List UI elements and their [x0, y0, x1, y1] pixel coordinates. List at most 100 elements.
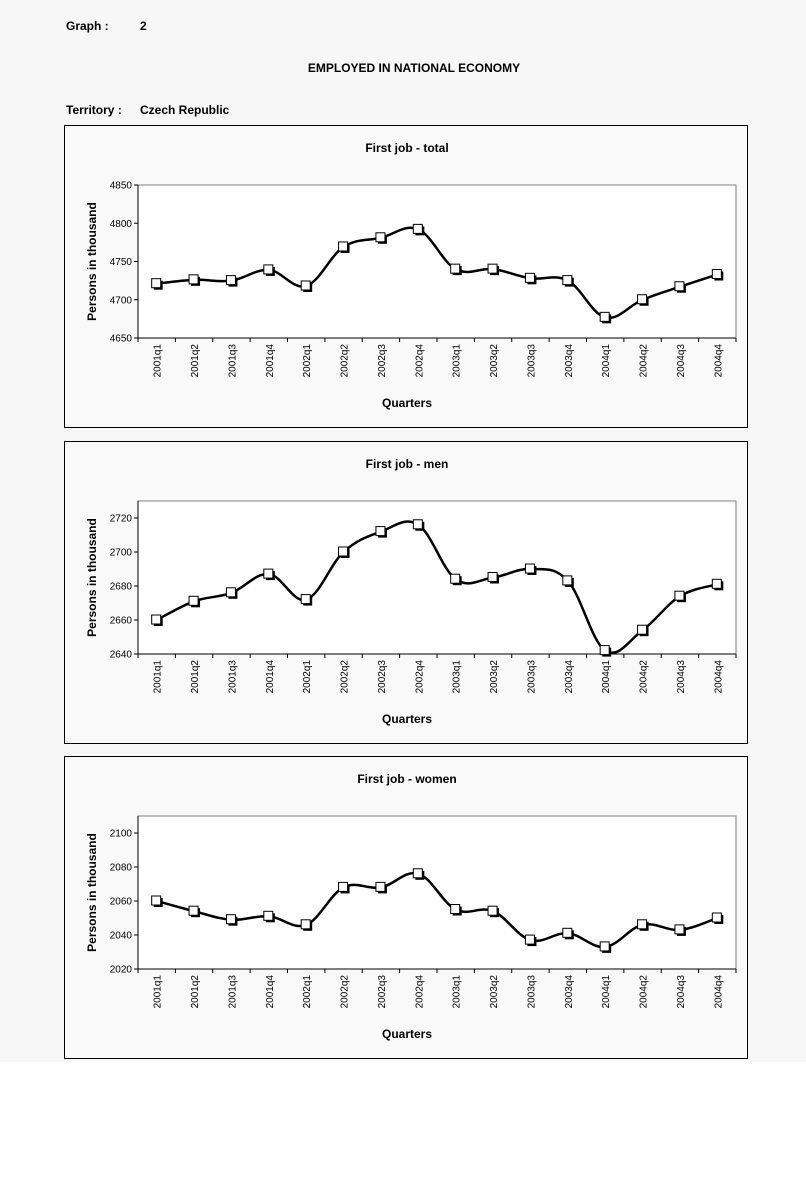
data-point — [151, 614, 163, 626]
marker — [300, 919, 311, 930]
data-point — [225, 275, 238, 287]
data-point — [412, 868, 425, 880]
y-tick-label: 2680 — [110, 582, 133, 593]
data-point — [412, 223, 425, 236]
x-tick-label: 2004q2 — [639, 660, 650, 694]
x-tick-label: 2002q3 — [377, 975, 388, 1009]
x-tick-label: 2002q2 — [340, 975, 351, 1009]
marker — [674, 924, 685, 935]
chart-total-svg: First job - total 4650 4700 4750 4800 4850 200… — [85, 141, 737, 410]
chart-panel-total: First job - total 4650 4700 4750 4800 4850 200… — [64, 125, 748, 428]
chart-title-total: First job - total — [365, 141, 448, 155]
x-axis-title: Quarters — [382, 396, 432, 410]
data-point — [562, 275, 574, 287]
x-tick-label: 2001q3 — [227, 660, 238, 694]
marker — [674, 281, 685, 292]
page-title: EMPLOYED IN NATIONAL ECONOMY — [307, 61, 521, 75]
x-tick-label: 2001q2 — [190, 975, 201, 1009]
marker — [637, 624, 648, 635]
marker — [188, 274, 199, 285]
y-tick-label: 2700 — [110, 548, 133, 559]
x-tick-label: 2004q4 — [713, 344, 724, 378]
marker — [524, 934, 535, 945]
data-point — [674, 590, 686, 603]
marker — [524, 563, 535, 574]
chart-title-women: First job - women — [357, 772, 456, 786]
data-point — [711, 578, 724, 591]
marker — [450, 263, 461, 274]
data-point — [338, 546, 350, 558]
marker — [188, 595, 199, 606]
x-tick-label: 2003q2 — [489, 344, 500, 378]
territory-label: Territory : — [66, 103, 122, 117]
chart-title-men: First job - men — [366, 457, 449, 471]
marker — [711, 912, 722, 923]
marker — [412, 223, 423, 234]
x-tick-label: 2004q3 — [676, 975, 687, 1009]
data-point — [637, 919, 649, 931]
x-tick-label: 2004q2 — [639, 344, 650, 378]
chart-panel-men: First job - men 2640 2660 2680 2700 2720 2001q… — [64, 441, 748, 744]
x-tick-label: 2001q1 — [153, 660, 164, 694]
x-tick-label: 2003q1 — [452, 344, 463, 378]
graph-label: Graph : — [66, 19, 109, 33]
data-point — [524, 272, 537, 285]
data-point — [151, 278, 163, 290]
x-tick-label: 2004q1 — [601, 660, 612, 694]
x-tick-label: 2001q4 — [265, 344, 276, 378]
data-point — [225, 914, 238, 926]
marker — [599, 941, 610, 952]
data-point — [487, 263, 500, 276]
marker — [711, 578, 722, 589]
y-axis-title: Persons in thousand — [85, 518, 99, 637]
data-point — [450, 263, 462, 276]
x-tick-label: 2002q4 — [414, 344, 425, 378]
marker — [487, 905, 498, 916]
data-point — [450, 573, 462, 586]
y-tick-label: 4850 — [110, 181, 133, 192]
territory-value: Czech Republic — [140, 103, 230, 117]
series-line-total — [156, 226, 718, 320]
data-point — [637, 624, 649, 637]
y-tick-label: 4650 — [110, 334, 133, 345]
y-tick-label: 2040 — [110, 931, 133, 942]
marker — [225, 587, 236, 598]
x-axis-title: Quarters — [382, 712, 432, 726]
marker — [151, 278, 162, 289]
marker — [300, 594, 311, 605]
x-tick-label: 2001q1 — [153, 975, 164, 1009]
y-axis-title: Persons in thousand — [85, 202, 99, 321]
data-point — [412, 519, 425, 531]
marker — [263, 264, 274, 275]
marker — [338, 241, 349, 252]
x-tick-label: 2002q1 — [302, 344, 313, 378]
data-point — [188, 274, 201, 286]
data-point — [674, 924, 686, 936]
marker — [300, 280, 311, 291]
x-tick-label: 2004q1 — [601, 975, 612, 1009]
plot-area — [137, 500, 737, 655]
x-tick-label: 2004q1 — [601, 344, 612, 378]
data-point — [562, 927, 574, 940]
x-tick-label: 2002q1 — [302, 975, 313, 1009]
data-point — [263, 568, 275, 581]
x-tick-label: 2001q2 — [190, 660, 201, 694]
y-tick-label: 4700 — [110, 295, 133, 306]
marker — [338, 881, 349, 892]
marker — [338, 546, 349, 557]
x-tick-label: 2003q4 — [564, 975, 575, 1009]
x-tick-label: 2003q3 — [526, 660, 537, 694]
data-point — [487, 572, 500, 584]
marker — [711, 269, 722, 280]
marker — [487, 572, 498, 582]
x-tick-label: 2004q2 — [639, 975, 650, 1009]
marker — [375, 881, 386, 892]
y-tick-label: 2640 — [110, 650, 133, 661]
y-tick-label: 2060 — [110, 897, 133, 908]
x-tick-label: 2002q4 — [414, 975, 425, 1009]
x-tick-label: 2001q3 — [227, 344, 238, 378]
x-tick-label: 2003q1 — [452, 975, 463, 1009]
marker — [637, 294, 648, 305]
x-tick-label: 2003q1 — [452, 660, 463, 694]
chart-women-svg: First job - women 2020 2040 2060 2080 2100 200… — [85, 772, 737, 1041]
